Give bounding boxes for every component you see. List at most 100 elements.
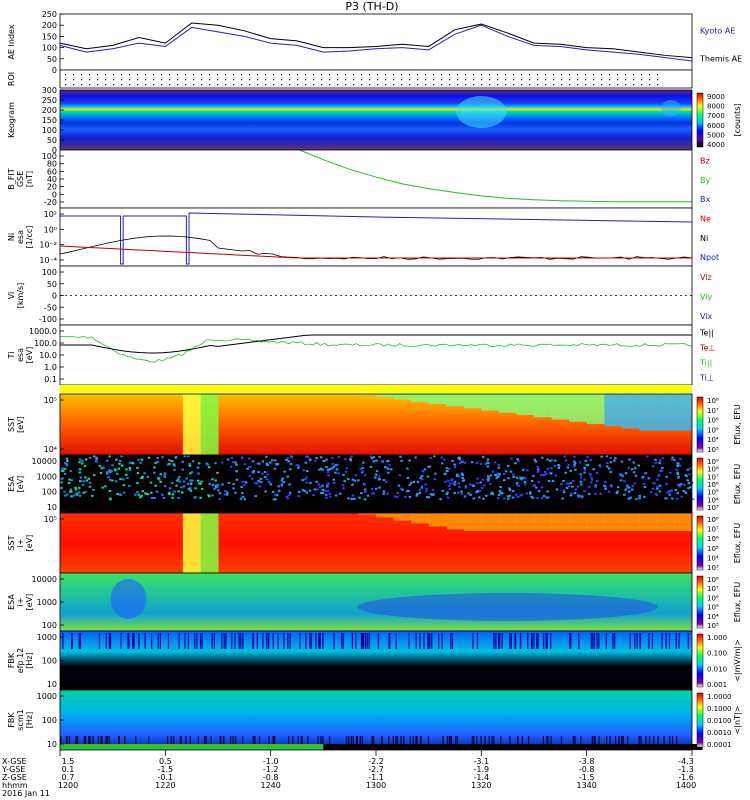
heatmap-cell <box>78 468 82 471</box>
heatmap-cell <box>516 394 535 416</box>
roi-dot <box>177 74 179 76</box>
y-tick-label: 250 <box>42 10 57 19</box>
heatmap-cell <box>324 493 328 496</box>
heatmap-cell <box>528 736 530 748</box>
heatmap-cell <box>675 633 677 649</box>
heatmap-cell <box>360 633 363 649</box>
heatmap-cell <box>574 468 577 471</box>
heatmap-cell <box>392 736 394 748</box>
colorbar-tick-label: 10⁹ <box>707 458 719 466</box>
heatmap-cell <box>168 493 171 496</box>
heatmap-cell <box>230 456 234 459</box>
roi-dot <box>201 79 203 81</box>
heatmap-cell <box>641 476 645 479</box>
heatmap-cell <box>140 494 143 497</box>
heatmap-cell <box>302 469 305 472</box>
heatmap-cell <box>460 490 463 493</box>
heatmap-cell <box>175 484 178 487</box>
roi-dot <box>169 84 171 86</box>
roi-dot <box>393 84 395 86</box>
heatmap-cell <box>322 736 324 748</box>
heatmap-cell <box>327 474 330 477</box>
heatmap-cell <box>573 463 576 466</box>
heatmap-cell <box>126 476 129 479</box>
roi-dot <box>113 79 115 81</box>
x-tick-label: -2.7 <box>368 765 384 774</box>
heatmap-cell <box>243 463 247 466</box>
heatmap-cell <box>520 633 522 649</box>
heatmap-cell <box>509 470 513 473</box>
heatmap-cell <box>455 736 457 748</box>
heatmap-cell <box>488 736 490 748</box>
heatmap-cell <box>498 394 517 413</box>
y-tick-label: 1000 <box>37 633 57 642</box>
heatmap-cell <box>180 736 182 748</box>
heatmap-cell <box>74 486 77 489</box>
colorbar-tick-label: 0.0010 <box>707 729 732 737</box>
heatmap-cell <box>331 462 335 465</box>
heatmap-cell <box>616 490 619 493</box>
y-axis-label: [eV] <box>16 416 25 433</box>
heatmap-cell <box>241 736 244 748</box>
heatmap-cell <box>631 484 635 487</box>
heatmap-cell <box>252 736 254 748</box>
heatmap-cell <box>595 480 599 483</box>
colorbar-tick-label: 8000 <box>707 103 725 111</box>
heatmap-cell <box>153 496 156 499</box>
roi-dot <box>353 74 355 76</box>
heatmap-cell <box>232 487 235 490</box>
heatmap-cell <box>370 488 374 491</box>
y-axis-label: SST <box>7 417 16 432</box>
heatmap-cell <box>272 736 274 748</box>
heatmap-cell <box>388 464 391 467</box>
x-tick-label: 0.7 <box>62 773 75 782</box>
heatmap-cell <box>606 462 609 465</box>
heatmap-cell <box>520 478 523 481</box>
roi-dot <box>105 74 107 76</box>
heatmap-cell <box>440 456 444 459</box>
heatmap-cell <box>467 492 470 495</box>
heatmap-cell <box>460 472 464 475</box>
legend-entry: Ne <box>700 215 711 224</box>
heatmap-cell <box>446 736 449 748</box>
heatmap-cell <box>82 491 85 494</box>
colorbar-tick-label: 7000 <box>707 112 725 120</box>
heatmap-cell <box>583 471 586 474</box>
heatmap-cell <box>277 485 280 488</box>
heatmap-cell <box>287 633 289 649</box>
roi-dot <box>369 74 371 76</box>
heatmap-cell <box>317 736 319 748</box>
heatmap-cell <box>638 494 641 497</box>
heatmap-cell <box>140 477 143 480</box>
heatmap-cell <box>687 633 689 649</box>
heatmap-cell <box>256 633 258 649</box>
heatmap-cell <box>475 461 479 464</box>
heatmap-cell <box>194 633 196 649</box>
heatmap-cell <box>660 469 664 472</box>
heatmap-cell <box>546 490 549 493</box>
heatmap-cell <box>685 475 688 478</box>
heatmap-cell <box>599 492 602 495</box>
heatmap-cell <box>361 467 364 470</box>
colorbar-tick-label: 10⁷ <box>707 473 719 481</box>
heatmap-cell <box>509 633 511 649</box>
series-line <box>60 334 692 354</box>
heatmap-cell <box>191 460 195 463</box>
heatmap-cell <box>177 490 180 493</box>
heatmap-cell <box>361 461 365 464</box>
heatmap-cell <box>234 633 236 649</box>
heatmap-cell <box>275 494 279 497</box>
heatmap-cell <box>542 495 546 498</box>
x-tick-label: -4.3 <box>678 757 694 766</box>
heatmap-cell <box>395 736 397 748</box>
heatmap-cell <box>593 633 595 649</box>
heatmap-cell <box>491 736 493 748</box>
heatmap-cell <box>676 465 679 468</box>
roi-dot <box>497 84 499 86</box>
heatmap-cell <box>63 472 67 475</box>
heatmap-cell <box>75 736 77 748</box>
heatmap-cell <box>444 473 447 476</box>
legend-entry: Bx <box>700 195 710 204</box>
heatmap-cell <box>217 489 220 492</box>
